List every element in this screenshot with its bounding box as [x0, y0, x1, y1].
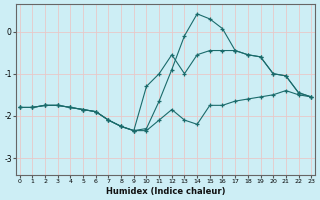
X-axis label: Humidex (Indice chaleur): Humidex (Indice chaleur) [106, 187, 225, 196]
